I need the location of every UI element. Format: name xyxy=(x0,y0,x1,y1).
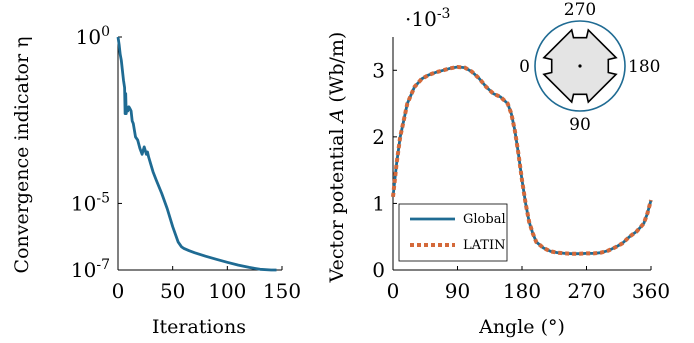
left-x-label: Iterations xyxy=(152,316,246,338)
right-x-label: Angle (°) xyxy=(478,316,565,338)
left-x-tick-label: 100 xyxy=(208,279,246,303)
right-y-label: Vector potential A (Wb/m) xyxy=(326,32,348,284)
left-y-tick-label: 10-7 xyxy=(71,257,110,282)
inset-label-top: 270 xyxy=(564,0,596,20)
legend: Global LATIN xyxy=(398,203,508,262)
series-line-latin xyxy=(391,64,653,256)
right-x-tick-label: 0 xyxy=(387,279,400,303)
convergence-chart: 0 50 100 150 10-7 10-5 100 Iterations Converg… xyxy=(11,24,301,338)
legend-box xyxy=(398,203,508,262)
left-x-tick-label: 0 xyxy=(112,279,125,303)
right-x-tick-label: 90 xyxy=(445,279,470,303)
left-x-ticks: 0 50 100 150 xyxy=(112,266,301,303)
vector-potential-chart: 0 90 180 270 360 0 1 2 3 ·10-3 Global LATIN 270… xyxy=(326,0,670,338)
inset-center-dot xyxy=(578,64,582,68)
right-y-ticks: 0 1 2 3 xyxy=(372,58,397,282)
legend-label-global: Global xyxy=(463,212,506,227)
right-y-tick-label: 2 xyxy=(372,125,385,149)
inset-label-left: 0 xyxy=(519,57,530,77)
y-scale-multiplier: ·10-3 xyxy=(405,6,450,31)
inset-label-right: 180 xyxy=(628,57,660,77)
left-y-tick-label: 100 xyxy=(76,24,110,49)
right-y-tick-label: 0 xyxy=(372,258,385,282)
right-y-tick-label: 3 xyxy=(372,58,385,82)
right-y-tick-label: 1 xyxy=(372,191,385,215)
series-line-convergence xyxy=(116,36,277,272)
inset-label-bottom: 90 xyxy=(569,115,591,135)
left-y-ticks: 10-7 10-5 100 xyxy=(71,24,122,282)
left-x-tick-label: 150 xyxy=(263,279,301,303)
right-x-tick-label: 360 xyxy=(632,279,670,303)
legend-label-latin: LATIN xyxy=(463,238,506,253)
left-x-tick-label: 50 xyxy=(160,279,185,303)
left-y-tick-label: 10-5 xyxy=(71,190,110,215)
right-x-tick-label: 180 xyxy=(503,279,541,303)
left-y-label: Convergence indicator η xyxy=(11,37,33,274)
right-x-tick-label: 270 xyxy=(567,279,605,303)
inset-polar-diagram: 270 0 180 90 xyxy=(519,0,660,135)
right-x-ticks: 0 90 180 270 360 xyxy=(387,266,670,303)
